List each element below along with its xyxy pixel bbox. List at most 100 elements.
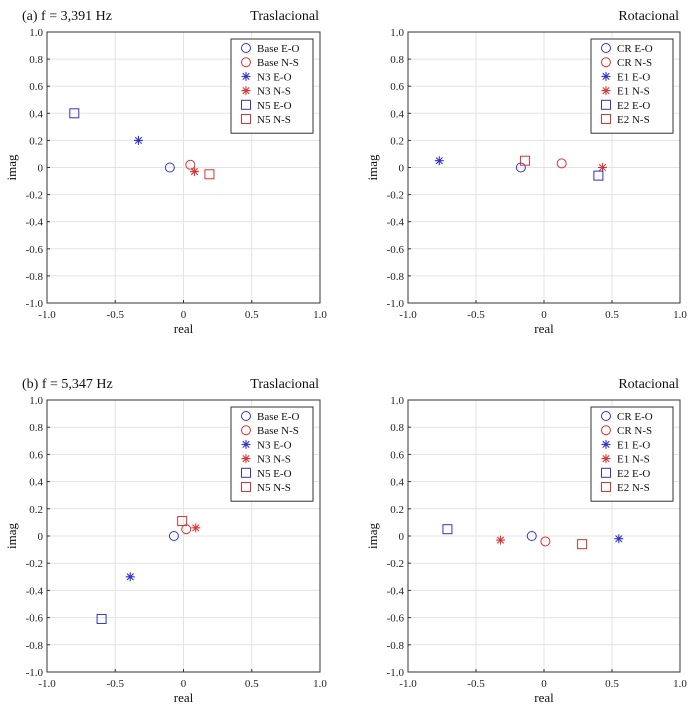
y-tick-label: -0.4 — [26, 217, 44, 229]
legend-box — [230, 406, 314, 502]
data-point — [614, 534, 624, 544]
x-axis-label: real — [534, 690, 554, 705]
x-tick-label: 0.5 — [605, 678, 619, 690]
x-tick-label: -1.0 — [399, 678, 417, 690]
data-point — [177, 516, 188, 527]
y-axis-label: imag — [4, 154, 19, 180]
x-tick-label: 0 — [541, 678, 547, 690]
legend-entry: E2 E-O — [617, 100, 650, 112]
x-tick-label: 0.5 — [245, 678, 259, 690]
y-tick-label: -0.2 — [387, 558, 404, 570]
y-tick-label: 0.8 — [390, 422, 404, 434]
data-point — [185, 159, 196, 170]
y-tick-label: 0.2 — [390, 135, 404, 147]
y-tick-label: 0 — [399, 163, 405, 175]
legend-marker — [241, 425, 251, 436]
y-tick-label: 1.0 — [29, 395, 43, 407]
y-tick-label: -0.2 — [26, 190, 43, 202]
legend-entry: Base N-S — [257, 57, 299, 69]
y-tick-label: -0.6 — [26, 613, 44, 625]
y-tick-label: -0.2 — [387, 190, 404, 202]
panel-label: (b) f = 5,347 Hz — [22, 377, 113, 392]
data-point — [133, 135, 143, 145]
legend-marker — [241, 43, 251, 53]
y-tick-label: 1.0 — [390, 395, 404, 407]
data-point — [593, 170, 604, 181]
y-tick-label: -0.6 — [387, 613, 405, 625]
y-tick-label: 0 — [399, 531, 405, 543]
panel-title: Rotacional — [618, 377, 679, 392]
legend-entry: N5 N-S — [257, 114, 291, 126]
y-tick-label: 0 — [38, 531, 44, 543]
y-tick-label: -0.8 — [26, 640, 44, 652]
y-tick-label: -1.0 — [26, 298, 44, 310]
legend-marker — [601, 411, 611, 421]
x-tick-label: -0.5 — [107, 678, 125, 690]
y-tick-label: 0.6 — [29, 81, 43, 93]
x-axis-label: real — [174, 321, 194, 336]
data-point — [125, 572, 135, 582]
y-axis-label: imag — [4, 523, 19, 549]
legend-entry: E1 E-O — [617, 439, 650, 451]
data-point — [204, 169, 215, 180]
data-point — [96, 613, 107, 624]
legend-entry: N5 E-O — [257, 468, 292, 480]
y-tick-label: -0.6 — [387, 244, 405, 256]
y-tick-label: -0.8 — [26, 271, 44, 283]
legend-marker — [601, 454, 611, 464]
legend-entry: E2 E-O — [617, 468, 650, 480]
y-tick-label: 0.2 — [29, 135, 43, 147]
x-axis-label: real — [174, 690, 194, 705]
y-tick-label: 0.4 — [390, 477, 404, 489]
chart-panel-2: -1.0 -0.5 0 0.5 1.0 1.0 0.8 0.6 0.4 0.2 0 -0.2 -0.4 -… — [365, 9, 687, 336]
y-tick-label: 0.6 — [29, 449, 43, 461]
x-tick-label: 0.5 — [605, 309, 619, 321]
legend-marker — [241, 57, 251, 68]
chart-panel-1: -1.0 -0.5 0 0.5 1.0 1.0 0.8 0.6 0.4 0.2 0 -0.2 -0.4 -… — [4, 9, 327, 336]
y-tick-label: 0.4 — [29, 477, 43, 489]
data-point — [442, 524, 453, 535]
y-tick-label: 1.0 — [390, 27, 404, 39]
legend-entry: CR N-S — [617, 57, 652, 69]
legend-marker — [601, 71, 611, 81]
legend-box — [590, 38, 674, 134]
x-tick-label: -0.5 — [107, 309, 125, 321]
chart-panel-3: -1.0 -0.5 0 0.5 1.0 1.0 0.8 0.6 0.4 0.2 0 -0.2 -0.4 -… — [4, 377, 327, 705]
data-point — [556, 158, 567, 169]
data-point — [189, 167, 199, 177]
x-tick-label: -1.0 — [399, 309, 417, 321]
legend-entry: N5 N-S — [257, 482, 291, 494]
legend: Base E-O Base N-S N3 E-O N3 N-S N5 E-O N5 N-S — [230, 38, 314, 134]
y-tick-label: -0.8 — [387, 640, 405, 652]
legend-marker — [601, 43, 611, 53]
legend-marker — [241, 482, 251, 492]
legend-marker — [241, 114, 251, 124]
x-tick-label: 1.0 — [313, 678, 327, 690]
legend-marker — [241, 411, 251, 421]
y-tick-label: 0.2 — [390, 504, 404, 516]
x-tick-label: 1.0 — [673, 309, 687, 321]
legend-marker — [241, 71, 251, 81]
x-tick-label: -1.0 — [38, 678, 56, 690]
x-tick-label: 0 — [181, 309, 187, 321]
chart-panel-4: -1.0 -0.5 0 0.5 1.0 1.0 0.8 0.6 0.4 0.2 0 -0.2 -0.4 -… — [365, 377, 687, 705]
data-point — [69, 108, 80, 119]
legend-entry: CR E-O — [617, 43, 653, 55]
data-point — [540, 536, 551, 547]
y-tick-label: 0.6 — [390, 81, 404, 93]
legend-marker — [601, 467, 611, 478]
y-tick-label: 0.8 — [29, 422, 43, 434]
legend-marker — [601, 482, 611, 492]
data-point — [191, 523, 201, 533]
y-tick-label: -1.0 — [26, 667, 44, 679]
legend-entry: E1 E-O — [617, 71, 650, 83]
y-axis-label: imag — [365, 523, 380, 549]
legend: CR E-O CR N-S E1 E-O E1 N-S E2 E-O E2 N-S — [590, 406, 674, 502]
y-tick-label: 0.4 — [29, 108, 43, 120]
legend-entry: CR N-S — [617, 425, 652, 437]
legend-entry: E1 N-S — [617, 86, 650, 98]
y-tick-label: -1.0 — [387, 667, 405, 679]
legend-marker — [601, 57, 611, 68]
data-point — [168, 531, 179, 541]
legend: CR E-O CR N-S E1 E-O E1 N-S E2 E-O E2 N-S — [590, 38, 674, 134]
